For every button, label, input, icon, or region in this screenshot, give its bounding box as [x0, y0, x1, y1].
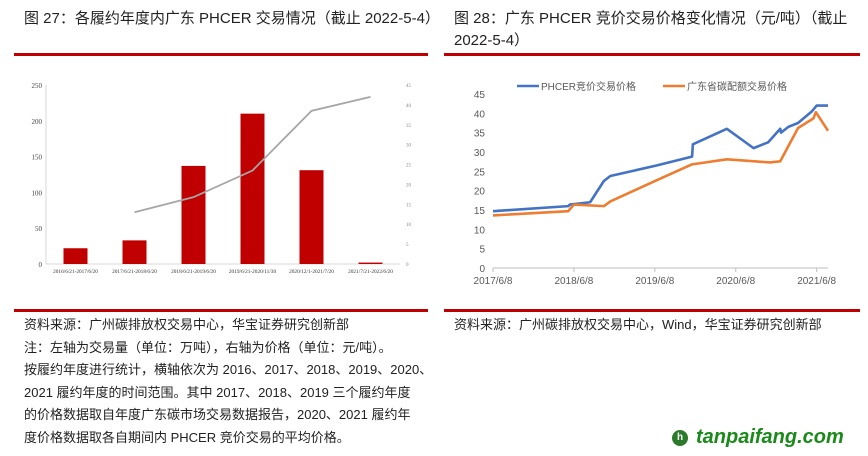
y-tick-label-right: 40 [406, 104, 412, 109]
y-tick-label-left: 100 [32, 189, 43, 197]
series-line-phcer [492, 104, 828, 213]
y-tick-label-left: 0 [39, 261, 43, 269]
y-tick-label-left: 50 [35, 225, 43, 233]
y-tick-label: 30 [474, 148, 486, 159]
right-source-rule [444, 309, 860, 312]
note-line: 的价格数据取自年度广东碳市场交易数据报告，2020、2021 履约年 [24, 407, 411, 422]
x-tick-label: 2018/6/21-2019/6/20 [171, 269, 216, 275]
bar [240, 113, 265, 264]
y-tick-label-right: 10 [406, 223, 412, 228]
y-tick-label-left: 200 [32, 118, 43, 126]
x-tick-label: 2021/7/21-2022/6/20 [348, 269, 393, 275]
x-tick-label: 2017/6/8 [474, 276, 513, 287]
bar [63, 248, 88, 264]
y-tick-label: 15 [474, 206, 486, 217]
x-tick-label: 2021/6/8 [797, 276, 836, 287]
y-tick-label: 0 [479, 264, 485, 275]
note-line: 度价格数据取各自期间内 PHCER 竞价交易的平均价格。 [24, 429, 350, 445]
bar [358, 262, 383, 264]
y-tick-label-left: 150 [32, 154, 43, 162]
note-line: 按履约年度进行统计，横轴依次为 2016、2017、2018、2019、2020… [24, 362, 433, 377]
left-source-rule [14, 309, 428, 312]
left-title-rule [14, 53, 428, 56]
left-source: 资料来源：广州碳排放权交易中心，华宝证券研究创新部 [24, 317, 350, 332]
bar [299, 170, 324, 264]
left-notes: 资料来源：广州碳排放权交易中心，华宝证券研究创新部 注：左轴为交易量（单位：万吨… [24, 314, 434, 449]
y-tick-label-right: 30 [406, 144, 412, 149]
x-tick-label: 2019/6/8 [635, 276, 674, 287]
y-tick-label: 25 [474, 167, 486, 178]
y-tick-label-right: 35 [406, 124, 412, 129]
x-tick-label: 2019/6/21-2020/11/30 [229, 269, 277, 275]
x-tick-label: 2020/12/1-2021/7/20 [289, 269, 334, 275]
right-title-line1: 图 28：广东 PHCER 竞价交易价格变化情况（元/吨）（截止 [454, 10, 848, 27]
legend-label: PHCER竞价交易价格 [541, 80, 636, 93]
right-title-line2: 2022-5-4） [454, 32, 530, 49]
series-line-guangdong-allowance [492, 110, 830, 217]
y-tick-label: 10 [474, 225, 486, 236]
note-line: 2021 履约年度的时间范围。其中 2017、2018、2019 三个履约年度 [24, 384, 411, 400]
right-title-rule [444, 53, 860, 56]
x-tick-label: 2017/6/21-2018/6/20 [112, 269, 157, 275]
y-tick-label-right: 5 [406, 243, 409, 248]
y-tick-label: 45 [474, 90, 486, 101]
y-tick-label-right: 0 [406, 263, 409, 268]
legend-label: 广东省碳配额交易价格 [687, 80, 787, 93]
y-tick-label: 20 [474, 187, 486, 198]
logo-text: tanpaifang.com [696, 426, 844, 448]
logo-icon: h [672, 429, 688, 446]
y-tick-label: 5 [479, 245, 485, 256]
y-tick-label: 35 [474, 129, 486, 140]
left-chart-title: 图 27：各履约年度内广东 PHCER 交易情况（截止 2022-5-4） [24, 10, 440, 27]
bar [181, 165, 206, 264]
right-source: 资料来源：广州碳排放权交易中心，Wind，华宝证券研究创新部 [454, 317, 822, 332]
bar [122, 240, 147, 264]
y-tick-label-right: 20 [406, 183, 412, 188]
right-chart-title: 图 28：广东 PHCER 竞价交易价格变化情况（元/吨）（截止 2022-5-4… [454, 8, 847, 52]
y-tick-label-right: 15 [406, 203, 412, 208]
watermark-logo: h tanpaifang.com [672, 426, 844, 449]
x-tick-label: 2016/6/21-2017/6/20 [53, 269, 98, 275]
y-tick-label-right: 45 [406, 84, 412, 89]
x-tick-label: 2018/6/8 [554, 276, 593, 287]
y-tick-label: 40 [474, 109, 486, 120]
x-tick-label: 2020/6/8 [716, 276, 755, 287]
y-tick-label-right: 25 [406, 164, 412, 169]
y-tick-label-left: 250 [32, 82, 43, 90]
note-line: 注：左轴为交易量（单位：万吨），右轴为价格（单位：元/吨）。 [24, 339, 392, 355]
